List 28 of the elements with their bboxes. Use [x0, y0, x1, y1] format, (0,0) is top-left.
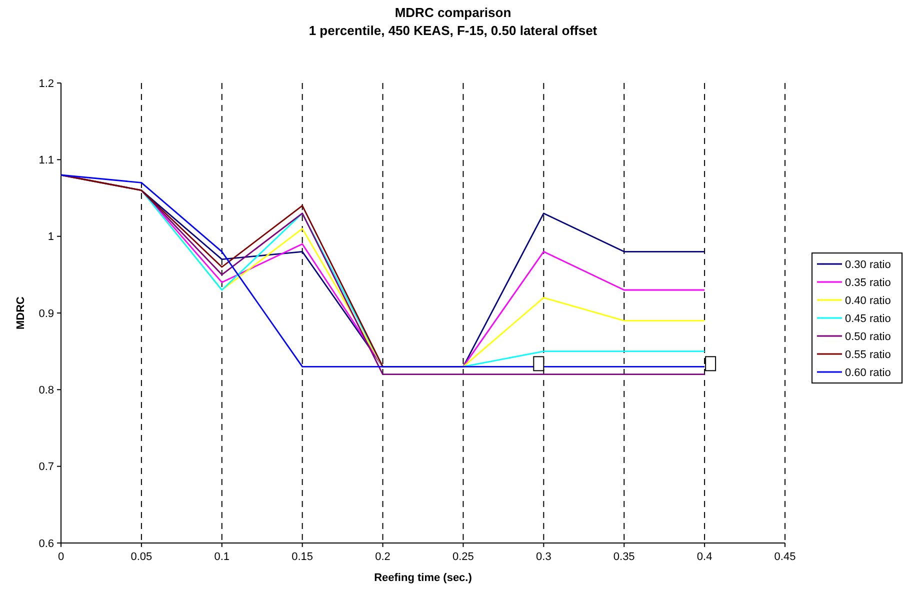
- chart-title: MDRC comparison: [394, 5, 512, 20]
- y-axis-title: MDRC: [15, 296, 27, 330]
- x-tick-label: 0.45: [774, 551, 796, 563]
- x-tick-label: 0.05: [130, 551, 152, 563]
- legend-label: 0.30 ratio: [845, 258, 891, 271]
- legend-label: 0.40 ratio: [845, 294, 891, 307]
- x-tick-label: 0.2: [375, 551, 390, 563]
- legend-label: 0.45 ratio: [845, 312, 891, 325]
- x-tick-label: 0: [58, 551, 64, 563]
- legend-label: 0.50 ratio: [845, 330, 891, 343]
- x-tick-label: 0.3: [536, 551, 552, 563]
- legend-label: 0.55 ratio: [845, 348, 891, 361]
- y-tick-label: 0.7: [38, 461, 54, 474]
- x-tick-label: 0.4: [696, 551, 712, 563]
- y-tick-label: 0.8: [38, 384, 54, 397]
- x-tick-label: 0.35: [613, 551, 635, 563]
- y-tick-label: 0.6: [38, 538, 54, 550]
- y-tick-label: 1: [48, 231, 54, 244]
- y-tick-label: 1.1: [38, 154, 54, 167]
- x-tick-label: 0.1: [214, 551, 230, 563]
- chart-subtitle: 1 percentile, 450 KEAS, F-15, 0.50 lateral offset: [308, 23, 598, 38]
- y-tick-label: 1.2: [38, 78, 54, 90]
- legend-label: 0.35 ratio: [845, 276, 891, 289]
- y-tick-label: 0.9: [38, 308, 54, 320]
- x-tick-label: 0.25: [452, 551, 474, 563]
- x-axis-title: Reefing time (sec.): [374, 572, 472, 584]
- x-tick-label: 0.15: [292, 551, 314, 563]
- legend-label: 0.60 ratio: [845, 366, 891, 379]
